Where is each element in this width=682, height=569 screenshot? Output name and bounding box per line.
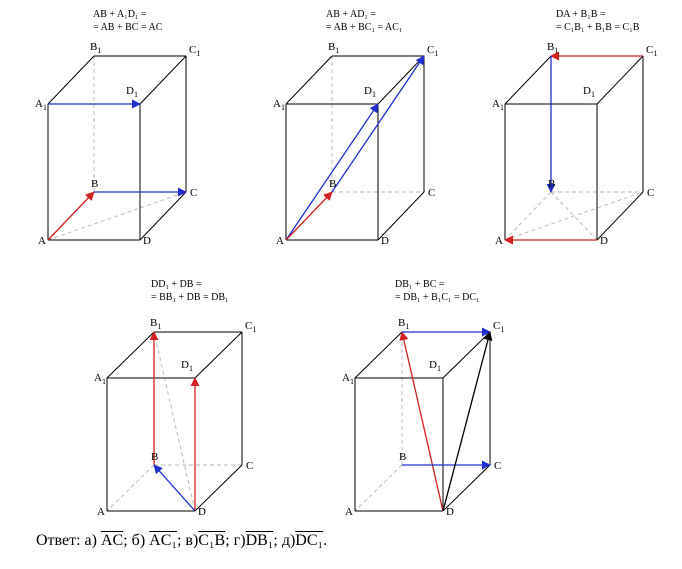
edge-A1B1 (285, 55, 333, 105)
vertex-label-A1: A1 (35, 98, 47, 112)
vertex-label-C: C (494, 460, 501, 472)
hidden-diagonal-AC (47, 191, 187, 241)
vertex-label-D: D (143, 235, 151, 247)
cube-c: A D B C A1 D1 B1 C1 DA + B₁B = = C₁B₁ + B₁B = C₁B (492, 9, 657, 247)
cube-b: A D B C A1 D1 B1 C1 AB + AD₁ = = AB + BC₁ = AC₁ (273, 9, 438, 247)
equation-e-line-2: = DB₁ + B₁C₁ = DC₁ (395, 292, 480, 303)
vertex-label-B: B (151, 451, 158, 463)
vector-DB1 (399, 331, 444, 512)
equation-b-line-1: AB + AD₁ = (326, 9, 376, 20)
vertex-label-B1: B1 (90, 41, 101, 55)
vertex-label-C1: C1 (427, 44, 438, 58)
edge-DC (442, 464, 491, 512)
answer-prefix: Ответ: (36, 532, 81, 549)
hidden-edge-BA (106, 464, 155, 512)
edge-DC (596, 191, 644, 241)
edge-D1C1 (139, 55, 187, 105)
vertex-label-D1: D1 (583, 85, 595, 99)
vertex-label-A: A (38, 235, 46, 247)
edge-DC (139, 191, 187, 241)
equation-a-line-1: AB + A₁D₁ = (93, 9, 147, 20)
vertex-label-C1: C1 (189, 44, 200, 58)
vector-BC1 (331, 55, 425, 193)
vertex-label-B: B (548, 178, 555, 190)
vertex-label-A1: A1 (94, 372, 106, 386)
equation-c-line-1: DA + B₁B = (556, 9, 606, 20)
equation-c-line-2: = C₁B₁ + B₁B = C₁B (556, 22, 640, 33)
edge-A1B1 (106, 331, 155, 379)
answer-part-d: г)DB₁; (233, 532, 278, 549)
vertex-label-C: C (246, 460, 253, 472)
vertex-label-D1: D1 (126, 85, 138, 99)
vector-db1: DB₁ (245, 532, 274, 549)
vector-dc1: DC₁ (295, 532, 324, 549)
answer-part-e: д)DC₁. (281, 532, 328, 549)
vector-AB (285, 191, 333, 241)
vertex-label-B: B (399, 451, 406, 463)
vector-DC1 (442, 331, 493, 512)
cube-d: A D B C A1 D1 B1 C1 DD₁ + DB = = BB₁ + DB = DB₁ (94, 279, 256, 518)
vertex-label-B: B (91, 178, 98, 190)
equation-b-line-2: = AB + BC₁ = AC₁ (326, 22, 402, 33)
hidden-diagonal-DB1 (153, 331, 196, 512)
vertex-label-C: C (190, 187, 197, 199)
vertex-label-D: D (198, 506, 206, 518)
vector-ac1: AC₁ (149, 532, 177, 549)
vertex-label-A: A (97, 506, 105, 518)
vertex-label-A1: A1 (492, 98, 504, 112)
vertex-label-B1: B1 (150, 317, 161, 331)
vertex-label-C1: C1 (493, 320, 504, 334)
equation-d-line-1: DD₁ + DB = (151, 279, 202, 290)
edge-DC (194, 464, 243, 512)
hidden-diagonal-AC (504, 191, 644, 241)
answer-part-a: а) AC; (84, 532, 128, 549)
vertex-label-D: D (600, 235, 608, 247)
answer-part-b: б) AC₁; (131, 532, 182, 549)
vector-DB (153, 464, 196, 512)
vertex-label-B1: B1 (398, 317, 409, 331)
edge-D1C1 (442, 331, 491, 379)
vector-AD1 (285, 103, 379, 241)
answer-part-c: в)C₁B; (185, 532, 230, 549)
edge-DC (377, 191, 425, 241)
vertex-label-C: C (647, 187, 654, 199)
vector-c1b: C₁B (198, 532, 226, 549)
vertex-label-D1: D1 (364, 85, 376, 99)
vertex-label-B: B (329, 178, 336, 190)
vertex-label-B1: B1 (328, 41, 339, 55)
vector-ac: AC (100, 532, 124, 549)
edge-D1C1 (596, 55, 644, 105)
vertex-label-D1: D1 (181, 359, 193, 373)
cube-e: A D B C A1 D1 B1 C1 DB₁ + BC = = DB₁ + B₁C₁ = DC₁ (342, 279, 504, 518)
vertex-label-A: A (495, 235, 503, 247)
edge-A1B1 (354, 331, 403, 379)
hidden-edge-BA (354, 464, 403, 512)
hidden-edge-BA (504, 191, 552, 241)
equation-d-line-2: = BB₁ + DB = DB₁ (151, 292, 229, 303)
vertex-label-C: C (428, 187, 435, 199)
edge-A1B1 (504, 55, 552, 105)
edge-D1C1 (377, 55, 425, 105)
vertex-label-A: A (276, 235, 284, 247)
vertex-label-A1: A1 (342, 372, 354, 386)
equation-e-line-1: DB₁ + BC = (395, 279, 445, 290)
vertex-label-D: D (381, 235, 389, 247)
vertex-label-C1: C1 (646, 44, 657, 58)
vector-AB (47, 191, 95, 241)
vertex-label-C1: C1 (245, 320, 256, 334)
vertex-label-D1: D1 (429, 359, 441, 373)
vertex-label-B1: B1 (547, 41, 558, 55)
cube-a: A D B C A1 D1 B1 C1 AB + A₁D₁ = = AB + BC = AC (35, 9, 200, 247)
answer-line: Ответ: а) AC; б) AC₁; в)C₁B; г)DB₁; д)DC… (36, 532, 327, 550)
edge-D1C1 (194, 331, 243, 379)
equation-a-line-2: = AB + BC = AC (93, 22, 163, 33)
vertex-label-A1: A1 (273, 98, 285, 112)
vertex-label-A: A (345, 506, 353, 518)
edge-A1B1 (47, 55, 95, 105)
vertex-label-D: D (446, 506, 454, 518)
